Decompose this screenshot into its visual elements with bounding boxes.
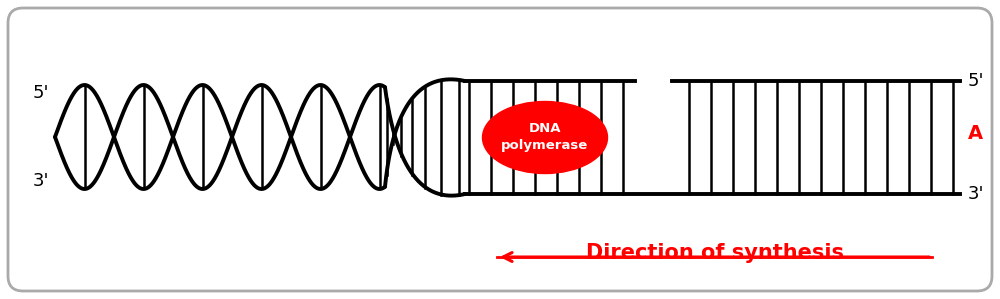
Text: 3': 3' — [32, 172, 49, 190]
FancyBboxPatch shape — [8, 8, 992, 291]
Text: DNA
polymerase: DNA polymerase — [501, 123, 589, 152]
Text: 5': 5' — [968, 72, 984, 90]
Text: 5': 5' — [32, 84, 49, 102]
Text: A: A — [968, 124, 983, 143]
Text: Direction of synthesis: Direction of synthesis — [586, 243, 844, 263]
Text: 3': 3' — [968, 185, 984, 203]
Ellipse shape — [482, 101, 608, 173]
